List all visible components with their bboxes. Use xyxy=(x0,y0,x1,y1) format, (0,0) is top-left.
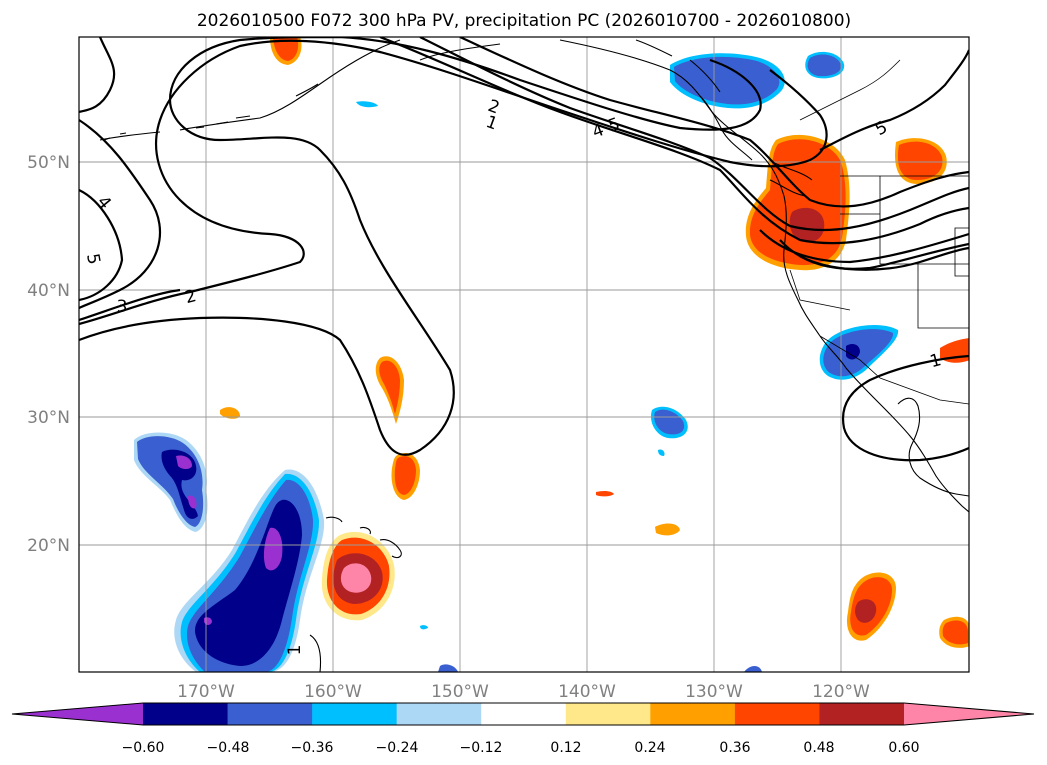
colorbar-segment xyxy=(481,703,567,725)
longitude-labels: 170°W 160°W 150°W 140°W 130°W 120°W xyxy=(177,682,870,702)
figure-title: 2026010500 F072 300 hPa PV, precipitatio… xyxy=(197,11,851,31)
lat-label-50: 50°N xyxy=(27,153,70,173)
colorbar-tick-label: 0.36 xyxy=(719,740,750,756)
lon-label-170w: 170°W xyxy=(177,682,235,702)
precip-positive-hawaii xyxy=(321,531,395,621)
colorbar-segment xyxy=(565,703,651,725)
colorbar-tick-label: 0.12 xyxy=(550,740,581,756)
map-frame xyxy=(78,36,970,673)
colorbar-segment xyxy=(396,703,482,725)
colorbar xyxy=(11,702,1035,726)
lon-label-160w: 160°W xyxy=(304,682,362,702)
colorbar-tick-label: 0.24 xyxy=(634,740,665,756)
colorbar-tick-label: −0.48 xyxy=(207,740,250,756)
svg-text:3: 3 xyxy=(117,297,128,317)
colorbar-tick-label: −0.36 xyxy=(291,740,334,756)
colorbar-tick-label: −0.12 xyxy=(460,740,503,756)
lon-label-140w: 140°W xyxy=(558,682,616,702)
precip-positive-baja xyxy=(846,338,969,648)
lat-label-20: 20°N xyxy=(27,536,70,556)
latitude-labels: 50°N 40°N 30°N 20°N xyxy=(27,153,70,556)
colorbar-extend-min xyxy=(12,703,143,725)
lat-label-30: 30°N xyxy=(27,408,70,428)
colorbar-extend-max xyxy=(904,703,1034,725)
colorbar-segment xyxy=(227,703,313,725)
lon-label-120w: 120°W xyxy=(812,682,870,702)
coastlines xyxy=(99,39,969,672)
colorbar-tick-label: 0.60 xyxy=(888,740,919,756)
lon-label-150w: 150°W xyxy=(431,682,489,702)
svg-text:2: 2 xyxy=(183,286,199,308)
colorbar-segment xyxy=(819,703,905,725)
colorbar-tick-label: 0.48 xyxy=(803,740,834,756)
precip-negative-central-pacific xyxy=(174,469,325,672)
precip-negative-west-pacific xyxy=(134,432,208,532)
lat-label-40: 40°N xyxy=(27,281,70,301)
svg-text:1: 1 xyxy=(285,645,305,656)
colorbar-segment xyxy=(143,703,229,725)
svg-text:1: 1 xyxy=(928,350,944,372)
colorbar-tick-label: −0.60 xyxy=(122,740,165,756)
lon-label-130w: 130°W xyxy=(685,682,743,702)
colorbar-tick-labels: −0.60 −0.48 −0.36 −0.24 −0.12 0.12 0.24 … xyxy=(122,740,920,756)
precip-positive-small xyxy=(220,37,680,536)
colorbar-segment xyxy=(734,703,820,725)
colorbar-segment xyxy=(312,703,398,725)
gridlines xyxy=(79,37,969,672)
map-panel: 3 2 4 5 2 1 4 5 5 1 1 xyxy=(78,36,970,673)
colorbar-tick-label: −0.24 xyxy=(376,740,419,756)
colorbar-outline xyxy=(11,702,1035,726)
colorbar-segment xyxy=(650,703,736,725)
pv-contours xyxy=(79,37,969,462)
svg-text:5: 5 xyxy=(82,252,104,266)
